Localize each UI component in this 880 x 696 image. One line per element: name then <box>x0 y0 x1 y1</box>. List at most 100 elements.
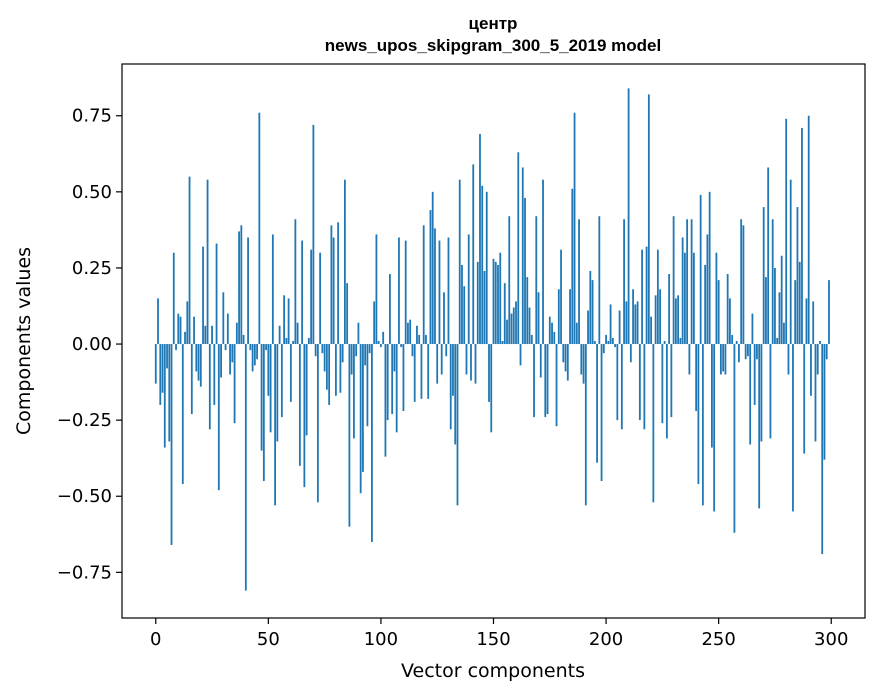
bar-156 <box>506 319 508 345</box>
bar-17 <box>193 316 195 345</box>
bar-85 <box>346 283 349 345</box>
bar-210 <box>627 88 630 345</box>
bar-200 <box>605 334 607 345</box>
bar-290 <box>807 115 810 345</box>
bar-178 <box>555 344 558 427</box>
x-tick-label-150: 150 <box>476 629 510 650</box>
bar-265 <box>751 313 754 345</box>
bar-126 <box>438 240 441 345</box>
bar-228 <box>668 274 671 345</box>
bar-260 <box>740 219 743 345</box>
bar-110 <box>402 344 405 412</box>
bar-173 <box>544 344 547 418</box>
bar-277 <box>778 292 781 345</box>
bar-275 <box>774 267 776 345</box>
bar-293 <box>814 344 817 442</box>
bar-278 <box>780 255 783 345</box>
bar-176 <box>551 322 553 345</box>
bar-295 <box>819 341 821 345</box>
bar-114 <box>411 344 414 357</box>
bar-239 <box>692 252 695 345</box>
bar-194 <box>591 280 594 345</box>
bar-100 <box>380 344 382 348</box>
bar-92 <box>362 344 364 472</box>
bar-18 <box>195 344 198 372</box>
bar-254 <box>726 274 729 345</box>
bar-125 <box>436 344 439 384</box>
bar-27 <box>215 243 218 345</box>
bar-75 <box>323 344 326 372</box>
bar-97 <box>373 301 376 345</box>
bar-152 <box>497 264 499 345</box>
bar-174 <box>546 344 549 415</box>
plot-frame <box>121 63 866 619</box>
bar-series <box>154 88 830 591</box>
bar-129 <box>445 344 448 357</box>
bar-5 <box>166 344 168 369</box>
bar-146 <box>483 270 486 345</box>
bar-276 <box>776 337 779 345</box>
bar-143 <box>476 261 479 345</box>
bar-250 <box>717 280 720 345</box>
bar-172 <box>542 179 544 345</box>
bar-82 <box>339 344 342 393</box>
bar-44 <box>253 344 256 366</box>
bar-167 <box>530 334 533 345</box>
bar-60 <box>289 344 292 402</box>
bar-298 <box>825 344 828 360</box>
bar-51 <box>269 344 272 433</box>
bar-37 <box>238 231 240 345</box>
bar-236 <box>686 219 689 345</box>
bar-283 <box>792 344 794 512</box>
bar-169 <box>535 216 538 345</box>
bar-151 <box>494 261 497 345</box>
bar-179 <box>557 289 560 345</box>
bar-148 <box>488 344 490 402</box>
bar-196 <box>596 344 598 463</box>
bar-130 <box>447 237 450 345</box>
bar-113 <box>409 319 412 345</box>
bar-297 <box>823 344 826 460</box>
bar-224 <box>659 289 662 345</box>
bar-107 <box>395 344 398 433</box>
bar-7 <box>170 344 173 545</box>
bar-59 <box>287 298 290 345</box>
bar-72 <box>316 344 319 503</box>
bar-3 <box>161 344 164 393</box>
bar-158 <box>510 313 513 345</box>
bar-109 <box>400 344 403 348</box>
bar-234 <box>681 237 684 345</box>
bar-24 <box>208 344 211 430</box>
bar-25 <box>211 325 213 345</box>
bar-177 <box>553 331 556 345</box>
bar-206 <box>618 310 621 345</box>
bar-209 <box>625 301 628 345</box>
bar-165 <box>526 277 529 345</box>
bar-203 <box>611 337 614 345</box>
bar-63 <box>296 322 299 345</box>
bar-160 <box>515 301 517 345</box>
bar-84 <box>344 179 346 345</box>
bar-213 <box>634 304 637 345</box>
bar-144 <box>479 134 481 345</box>
bar-71 <box>314 344 317 357</box>
bar-222 <box>654 295 657 345</box>
bar-287 <box>801 127 803 345</box>
bar-10 <box>177 313 180 345</box>
bar-195 <box>593 341 596 345</box>
bar-42 <box>249 344 252 351</box>
y-tick-label-4: 0.25 <box>72 258 112 279</box>
bar-266 <box>753 344 756 405</box>
bar-285 <box>796 207 799 345</box>
bar-197 <box>598 216 601 345</box>
bar-157 <box>508 216 511 345</box>
bar-258 <box>735 341 738 345</box>
bar-289 <box>805 298 808 345</box>
bar-134 <box>456 344 459 506</box>
x-tick-label-50: 50 <box>257 629 280 650</box>
bar-142 <box>474 344 477 384</box>
bar-150 <box>492 258 495 345</box>
bar-61 <box>292 341 295 345</box>
bar-198 <box>600 344 603 482</box>
bar-183 <box>566 344 569 381</box>
